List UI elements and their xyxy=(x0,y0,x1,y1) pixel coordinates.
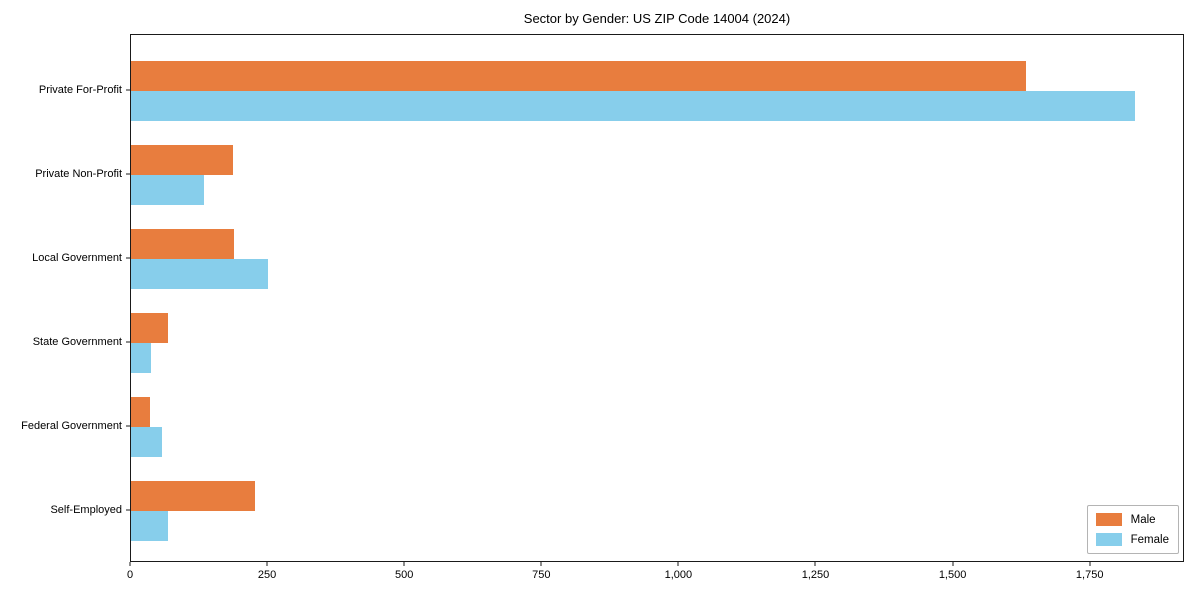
xtick-mark xyxy=(403,562,405,566)
xtick-mark xyxy=(540,562,542,566)
bar-female-5 xyxy=(131,510,168,541)
bar-male-4 xyxy=(131,396,151,427)
xtick-mark xyxy=(266,562,268,566)
ytick-label: Private Non-Profit xyxy=(35,167,122,180)
ytick-label: Federal Government xyxy=(21,419,122,432)
legend-swatch-female xyxy=(1095,533,1122,546)
ytick-label: Self-Employed xyxy=(50,503,122,516)
bar-male-2 xyxy=(131,228,235,259)
xtick-label: 1,500 xyxy=(938,569,967,581)
x-axis: 0 250 500 750 1,000 1,250 1,500 1,750 xyxy=(126,562,1184,592)
legend-item-male: Male xyxy=(1095,513,1169,526)
xtick-label: 500 xyxy=(395,569,414,581)
legend-label: Male xyxy=(1130,513,1156,526)
bar-female-0 xyxy=(131,90,1136,121)
ytick-label: Local Government xyxy=(32,251,122,264)
bar-female-2 xyxy=(131,258,268,289)
xtick-label: 1,750 xyxy=(1075,569,1104,581)
plot-area: Male Female xyxy=(130,34,1184,562)
xtick-label: 1,000 xyxy=(664,569,693,581)
ytick-mark xyxy=(126,509,130,510)
ytick-mark xyxy=(126,425,130,426)
bar-male-3 xyxy=(131,312,169,343)
xtick-mark xyxy=(129,562,131,566)
bar-male-5 xyxy=(131,480,256,511)
ytick-mark xyxy=(126,89,130,90)
ytick-label: State Government xyxy=(32,335,122,348)
bar-male-0 xyxy=(131,60,1026,91)
xtick-mark xyxy=(814,562,816,566)
bar-female-4 xyxy=(131,426,162,457)
chart-title: Sector by Gender: US ZIP Code 14004 (202… xyxy=(523,11,791,26)
ytick-label: Private For-Profit xyxy=(38,83,122,96)
legend-label: Female xyxy=(1130,533,1169,546)
bar-female-1 xyxy=(131,174,204,205)
bar-female-3 xyxy=(131,342,151,373)
bar-male-1 xyxy=(131,144,233,175)
y-axis: Private For-Profit Private Non-Profit Loca… xyxy=(0,34,130,562)
xtick-label: 250 xyxy=(257,569,277,581)
xtick-mark xyxy=(952,562,954,566)
xtick-label: 0 xyxy=(126,569,134,581)
ytick-mark xyxy=(126,341,130,342)
ytick-mark xyxy=(126,257,130,258)
xtick-label: 1,250 xyxy=(801,569,830,581)
xtick-mark xyxy=(677,562,679,566)
xtick-label: 750 xyxy=(532,569,551,581)
ytick-mark xyxy=(126,173,130,174)
legend-swatch-male xyxy=(1095,513,1122,526)
legend-item-female: Female xyxy=(1095,533,1169,546)
xtick-mark xyxy=(1089,562,1091,566)
legend: Male Female xyxy=(1086,505,1179,554)
